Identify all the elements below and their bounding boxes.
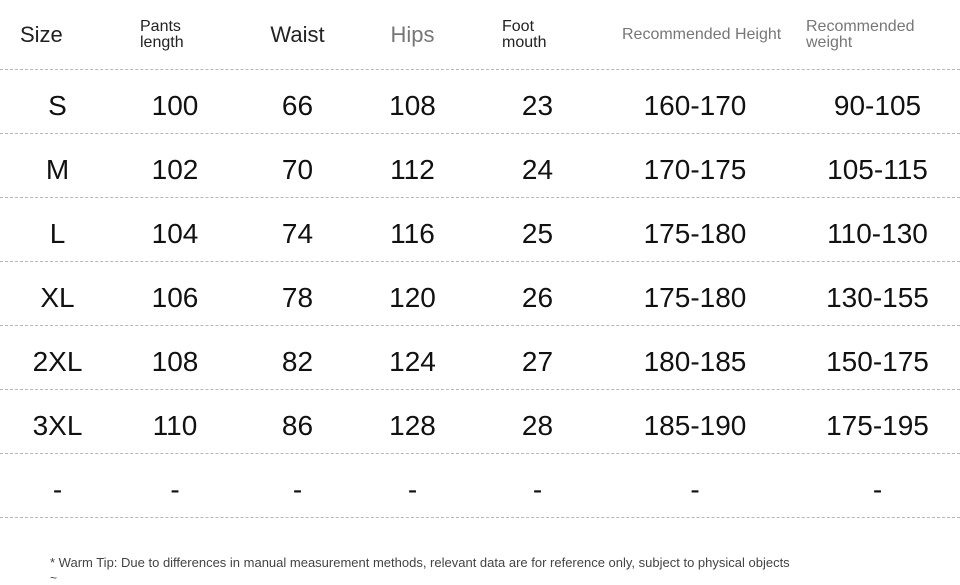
table-row: S 100 66 108 23 160-170 90-105 — [0, 70, 960, 134]
cell-height: 180-185 — [643, 345, 747, 377]
cell-size: L — [49, 217, 66, 249]
header-hips: Hips — [390, 21, 435, 47]
table-row: - - - - - - - — [0, 454, 960, 518]
cell-weight: 150-175 — [826, 345, 929, 377]
cell-foot-mouth: - — [532, 473, 543, 505]
cell-weight: 110-130 — [827, 217, 928, 249]
cell-pants-length: 102 — [151, 153, 199, 185]
table-row: XL 106 78 120 26 175-180 130-155 — [0, 262, 960, 326]
cell-size: - — [52, 473, 63, 505]
header-size: Size — [20, 21, 63, 47]
cell-hips: 128 — [389, 409, 436, 441]
cell-pants-length: 110 — [152, 409, 198, 441]
cell-height: - — [690, 473, 700, 505]
table-row: M 102 70 112 24 170-175 105-115 — [0, 134, 960, 198]
header-recommended-height: Recommended Height — [622, 25, 782, 43]
cell-pants-length: - — [170, 473, 180, 505]
cell-weight: 130-155 — [826, 281, 929, 313]
cell-waist: 66 — [281, 89, 314, 121]
cell-hips: 108 — [389, 89, 436, 121]
cell-pants-length: 106 — [151, 281, 199, 313]
cell-waist: 74 — [281, 217, 314, 249]
cell-height: 185-190 — [643, 409, 747, 441]
cell-waist: 82 — [281, 345, 314, 377]
cell-pants-length: 108 — [151, 345, 199, 377]
cell-hips: 124 — [389, 345, 436, 377]
size-chart-table: Size Pants length Waist Hips Foot mouth … — [0, 0, 960, 518]
table-header-row: Size Pants length Waist Hips Foot mouth … — [0, 0, 960, 70]
cell-pants-length: 104 — [151, 217, 199, 249]
cell-height: 175-180 — [643, 217, 747, 249]
cell-foot-mouth: 27 — [521, 345, 554, 377]
warm-tip-tail: ~ — [50, 571, 58, 585]
cell-hips: 116 — [390, 217, 435, 249]
cell-hips: 112 — [390, 153, 435, 185]
cell-height: 170-175 — [643, 153, 747, 185]
table-row: 2XL 108 82 124 27 180-185 150-175 — [0, 326, 960, 390]
header-foot-mouth: Foot mouth — [502, 17, 547, 51]
cell-foot-mouth: 23 — [521, 89, 554, 121]
cell-foot-mouth: 26 — [521, 281, 554, 313]
header-waist: Waist — [270, 21, 325, 47]
cell-height: 175-180 — [643, 281, 747, 313]
cell-foot-mouth: 25 — [521, 217, 554, 249]
cell-height: 160-170 — [643, 89, 747, 121]
cell-pants-length: 100 — [151, 89, 199, 121]
cell-foot-mouth: 28 — [521, 409, 554, 441]
cell-weight: 105-115 — [827, 153, 928, 185]
cell-size: 3XL — [32, 409, 83, 441]
cell-hips: 120 — [389, 281, 436, 313]
cell-weight: 175-195 — [826, 409, 929, 441]
cell-size: M — [45, 153, 70, 185]
cell-size: S — [48, 89, 67, 121]
cell-weight: 90-105 — [833, 89, 922, 121]
cell-waist: - — [292, 473, 303, 505]
header-pants-length: Pants length — [140, 17, 184, 51]
table-row: L 104 74 116 25 175-180 110-130 — [0, 198, 960, 262]
table-row: 3XL 110 86 128 28 185-190 175-195 — [0, 390, 960, 454]
cell-waist: 86 — [281, 409, 314, 441]
cell-waist: 70 — [281, 153, 314, 185]
cell-size: 2XL — [32, 345, 83, 377]
cell-size: XL — [40, 281, 75, 313]
cell-waist: 78 — [281, 281, 314, 313]
cell-foot-mouth: 24 — [521, 153, 554, 185]
warm-tip-note: * Warm Tip: Due to differences in manual… — [50, 555, 790, 570]
cell-hips: - — [407, 473, 418, 505]
header-recommended-weight: Recommended weight — [806, 17, 915, 51]
cell-weight: - — [872, 473, 883, 505]
